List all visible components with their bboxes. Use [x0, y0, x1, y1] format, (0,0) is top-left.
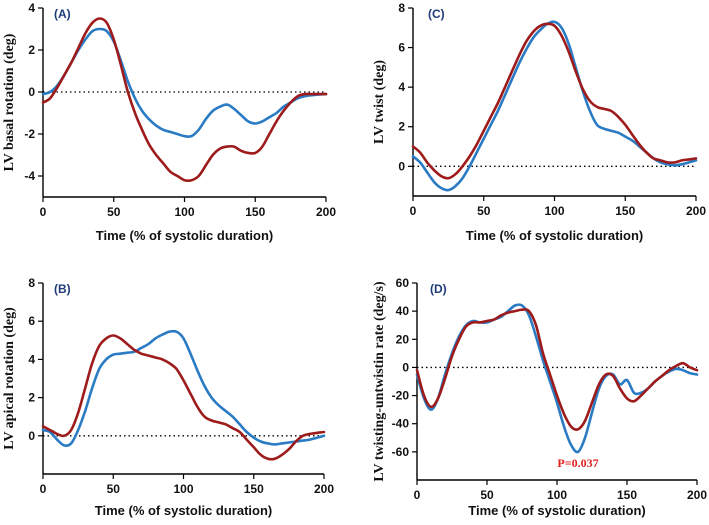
chart-c-y-tick-label: 6: [398, 41, 405, 55]
chart-a-y-tick-label: 0: [28, 85, 35, 99]
chart-b-y-title: LV apical rotation (deg): [2, 307, 17, 450]
chart-c-x-tick-label: 150: [615, 204, 635, 218]
chart-c-x-tick-label: 100: [544, 204, 564, 218]
chart-d-panel-label: (D): [430, 282, 447, 296]
chart-c-x-tick-label: 50: [477, 204, 491, 218]
chart-a-x-tick-label: 150: [245, 205, 265, 219]
chart-c-series-red: [411, 22, 698, 180]
chart-c-panel-label: (C): [428, 7, 445, 21]
chart-d-p-value: P=0.037: [557, 456, 598, 470]
chart-d-x-tick-label: 150: [617, 488, 637, 502]
chart-a-series-red: [41, 17, 328, 183]
chart-b-x-title: Time (% of systolic duration): [95, 503, 272, 518]
chart-b-x-tick-label: 200: [314, 482, 334, 496]
chart-d-x-title: Time (% of systolic duration): [468, 503, 645, 518]
chart-d-x-tick-label: 200: [687, 488, 707, 502]
chart-c-y-tick-label: 2: [398, 120, 405, 134]
chart-d-y-tick-label: -20: [392, 389, 410, 403]
chart-d-y-title: LV twisting-untwistin rate (deg/s): [372, 281, 387, 482]
chart-d-x-tick-label: 50: [480, 488, 494, 502]
chart-d-x-tick-label: 0: [414, 488, 421, 502]
chart-a-y-tick-label: -2: [24, 127, 35, 141]
chart-d-series-red: [415, 308, 699, 431]
chart-c-series-blue: [411, 20, 698, 192]
chart-b-y-tick-label: 6: [28, 314, 35, 328]
chart-b-y-tick-label: 4: [28, 352, 35, 366]
chart-c-x-tick-label: 0: [410, 204, 417, 218]
chart-b-y-tick-label: 0: [28, 429, 35, 443]
chart-a-x-tick-label: 50: [107, 205, 121, 219]
chart-b-series-red: [41, 334, 326, 461]
chart-b-y-tick-label: 8: [28, 276, 35, 290]
chart-b-x-tick-label: 150: [244, 482, 264, 496]
chart-c-x-tick-label: 200: [686, 204, 706, 218]
chart-d-y-tick-label: 0: [402, 360, 409, 374]
chart-c-y-tick-label: 4: [398, 80, 405, 94]
chart-b-series-blue: [41, 329, 326, 448]
chart-a-y-tick-label: 4: [28, 1, 35, 15]
chart-a-y-tick-label: -4: [24, 169, 35, 183]
chart-a-y-title: LV basal rotation (deg): [2, 33, 17, 171]
chart-c-y-tick-label: 0: [398, 159, 405, 173]
chart-d-x-tick-label: 100: [547, 488, 567, 502]
chart-d-y-tick-label: 20: [396, 332, 410, 346]
chart-d-y-tick-label: -60: [392, 445, 410, 459]
chart-a-panel-label: (A): [54, 7, 71, 21]
chart-c-y-tick-label: 8: [398, 1, 405, 15]
chart-d-y-tick-label: -40: [392, 417, 410, 431]
chart-a-series-blue: [41, 27, 328, 138]
chart-c-x-title: Time (% of systolic duration): [466, 228, 643, 243]
chart-b-y-tick-label: 2: [28, 391, 35, 405]
chart-d-series-blue: [415, 303, 699, 454]
chart-a-x-tick-label: 200: [316, 205, 336, 219]
chart-a-x-tick-label: 100: [174, 205, 194, 219]
chart-a-y-tick-label: 2: [28, 43, 35, 57]
chart-b-x-tick-label: 0: [40, 482, 47, 496]
chart-b-panel-label: (B): [54, 282, 71, 296]
chart-d-y-tick-label: 60: [396, 276, 410, 290]
chart-a-x-tick-label: 0: [40, 205, 47, 219]
chart-b-x-tick-label: 50: [107, 482, 121, 496]
chart-a-x-title: Time (% of systolic duration): [96, 228, 273, 243]
chart-d-y-tick-label: 40: [396, 304, 410, 318]
chart-b-x-tick-label: 100: [173, 482, 193, 496]
chart-c-y-title: LV twist (deg): [372, 60, 387, 144]
